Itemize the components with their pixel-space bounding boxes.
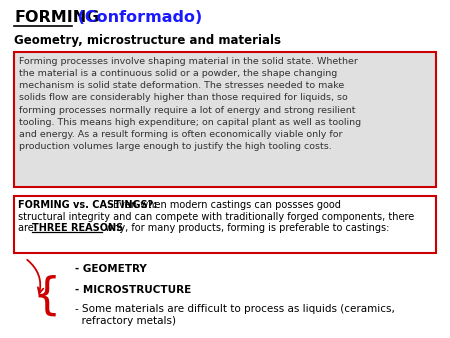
Text: FORMING vs. CASTINGS?:: FORMING vs. CASTINGS?: xyxy=(18,200,161,210)
Text: - GEOMETRY: - GEOMETRY xyxy=(75,264,147,274)
Text: refractory metals): refractory metals) xyxy=(75,316,176,326)
Bar xyxy=(14,196,436,253)
Text: - Some materials are difficult to process as liquids (ceramics,: - Some materials are difficult to proces… xyxy=(75,304,395,314)
Text: are: are xyxy=(18,223,37,233)
Text: why, for many products, forming is preferable to castings:: why, for many products, forming is prefe… xyxy=(102,223,389,233)
Text: structural integrity and can compete with traditionally forged components, there: structural integrity and can compete wit… xyxy=(18,212,414,221)
Text: (Conformado): (Conformado) xyxy=(72,10,202,25)
Bar xyxy=(14,52,436,187)
Text: - MICROSTRUCTURE: - MICROSTRUCTURE xyxy=(75,285,191,295)
Text: {: { xyxy=(33,274,61,317)
Text: THREE REASONS: THREE REASONS xyxy=(32,223,123,233)
Text: FORMING: FORMING xyxy=(14,10,99,25)
Text: Even when modern castings can possses good: Even when modern castings can possses go… xyxy=(113,200,341,210)
Text: Forming processes involve shaping material in the solid state. Whether
the mater: Forming processes involve shaping materi… xyxy=(19,57,361,151)
Text: Geometry, microstructure and materials: Geometry, microstructure and materials xyxy=(14,34,281,47)
